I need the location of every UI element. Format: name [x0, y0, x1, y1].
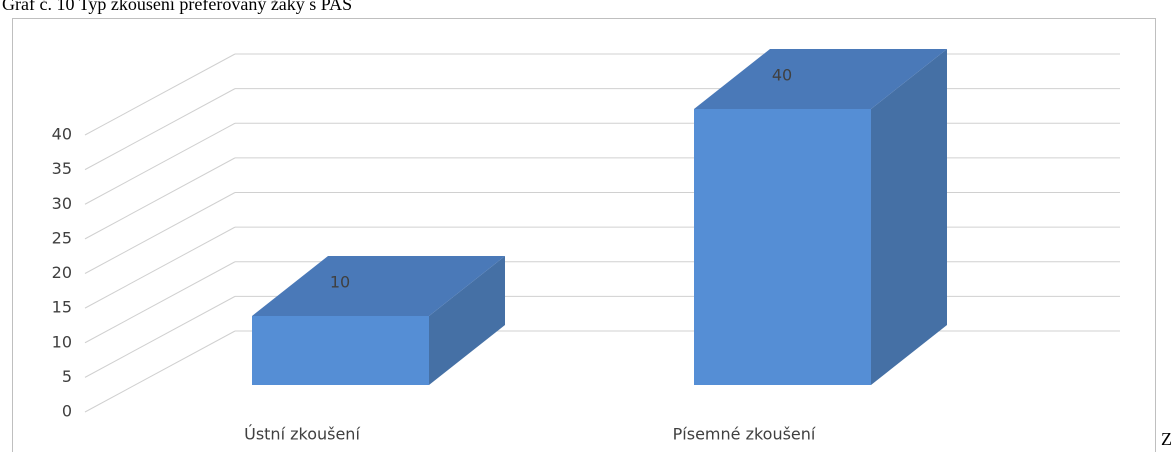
y-tick-label: 0: [62, 402, 72, 421]
grid-line: [84, 226, 236, 309]
grid-line: [84, 88, 236, 171]
x-tick-label: Ústní zkoušení: [244, 425, 360, 444]
bar-top: [694, 49, 947, 109]
y-tick-label: 25: [52, 228, 72, 247]
data-label: 10: [330, 273, 350, 292]
grid-line: [84, 157, 236, 240]
y-tick-label: 30: [52, 194, 72, 213]
bar: [694, 109, 871, 385]
y-tick-label: 5: [62, 367, 72, 386]
chart-frame: [12, 18, 1156, 452]
chart-title: Graf č. 10 Typ zkoušení preferovaný žáky…: [2, 0, 352, 14]
y-tick-label: 10: [52, 332, 72, 351]
grid-line: [84, 192, 236, 274]
y-tick-label: 20: [52, 263, 72, 282]
bar-side: [429, 256, 505, 385]
data-label: 40: [772, 66, 792, 85]
y-tick-label: 35: [52, 159, 72, 178]
grid-line: [84, 122, 236, 205]
grid-line: [84, 53, 236, 136]
y-tick-label: 15: [52, 298, 72, 317]
grid-line: [84, 295, 236, 378]
bar-side: [871, 49, 947, 385]
bar-top: [252, 256, 505, 316]
x-tick-label: Písemné zkoušení: [673, 425, 816, 444]
y-tick-label: 40: [52, 125, 72, 144]
grid-line: [84, 261, 236, 344]
bar: [252, 316, 429, 385]
grid-line: [84, 330, 236, 413]
annotation: Z: [1161, 429, 1172, 449]
